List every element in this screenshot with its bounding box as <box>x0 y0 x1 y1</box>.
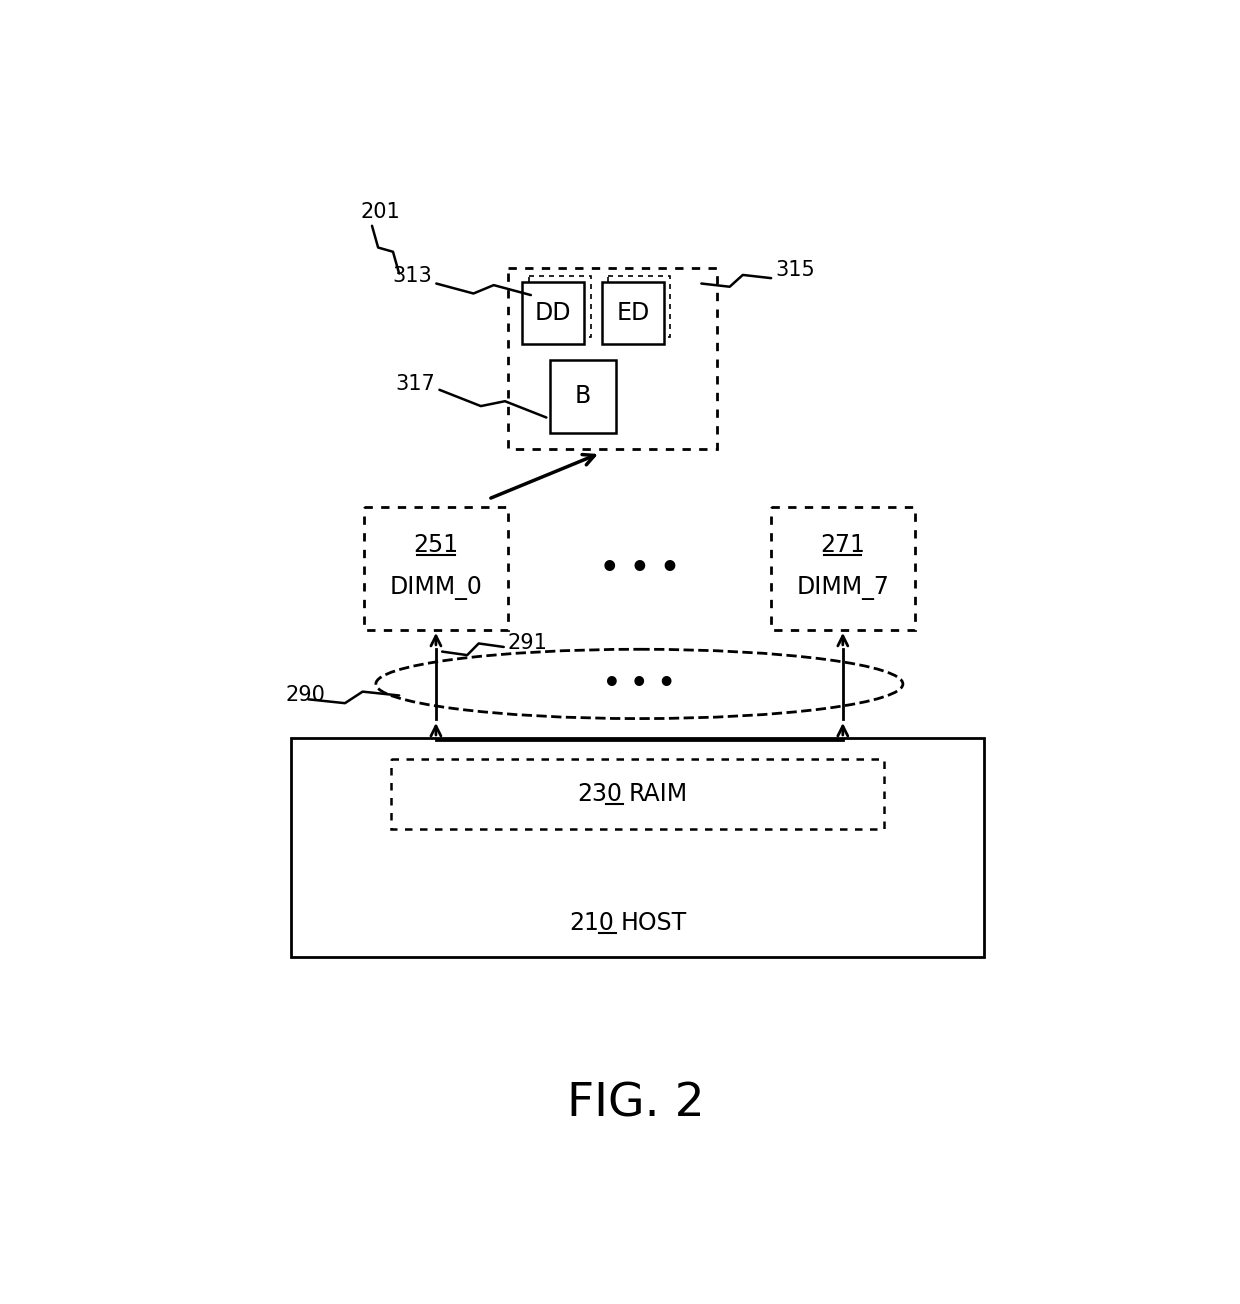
Text: 201: 201 <box>361 202 401 222</box>
Text: 210: 210 <box>569 910 614 935</box>
Text: FIG. 2: FIG. 2 <box>567 1081 704 1127</box>
Text: • • •: • • • <box>599 554 680 583</box>
Text: ED: ED <box>616 301 650 325</box>
Bar <box>609 276 671 338</box>
Bar <box>290 738 985 957</box>
Text: • • •: • • • <box>603 670 676 698</box>
Bar <box>522 282 584 343</box>
Text: 290: 290 <box>285 686 325 705</box>
Text: RAIM: RAIM <box>629 782 687 806</box>
Bar <box>392 759 883 828</box>
Text: B: B <box>575 385 591 408</box>
Text: HOST: HOST <box>620 910 687 935</box>
Text: 251: 251 <box>413 533 459 557</box>
Text: DIMM_0: DIMM_0 <box>389 575 482 600</box>
Bar <box>603 282 665 343</box>
Text: 315: 315 <box>775 261 815 280</box>
Text: 317: 317 <box>396 374 435 394</box>
Text: 271: 271 <box>821 533 866 557</box>
Text: 291: 291 <box>507 634 548 653</box>
Text: 230: 230 <box>577 782 622 806</box>
Text: DD: DD <box>536 301 572 325</box>
Bar <box>771 507 915 630</box>
Bar <box>528 276 590 338</box>
Bar <box>365 507 507 630</box>
Ellipse shape <box>376 649 903 719</box>
Bar <box>507 269 717 449</box>
Bar <box>551 360 616 433</box>
Text: 313: 313 <box>393 266 433 286</box>
Text: DIMM_7: DIMM_7 <box>796 575 889 600</box>
